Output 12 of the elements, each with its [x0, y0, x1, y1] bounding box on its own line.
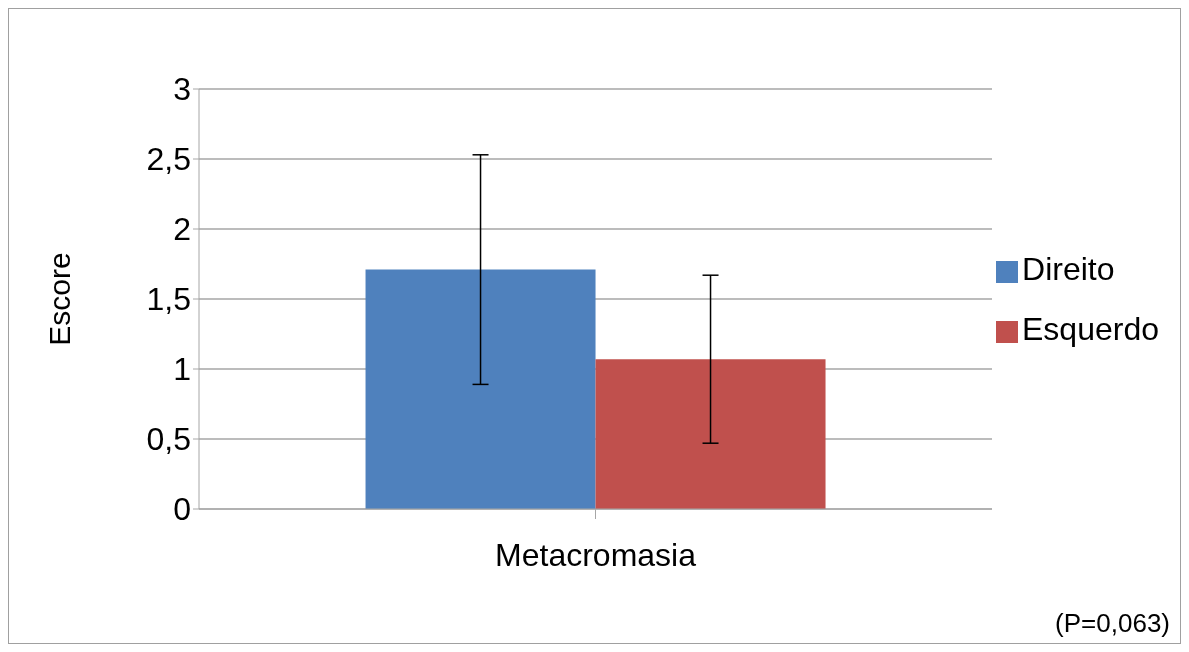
y-axis-title: Escore: [42, 252, 76, 346]
y-tick-label: 1: [173, 351, 191, 388]
legend-label: Esquerdo: [1022, 311, 1159, 347]
y-tick-label: 0,5: [146, 421, 191, 458]
y-tick-label: 2: [173, 211, 191, 248]
y-tick-label: 3: [173, 71, 191, 108]
x-tick-label: Metacromasia: [495, 536, 697, 573]
y-tick-label: 1,5: [146, 281, 191, 318]
y-tick-label: 0: [173, 491, 191, 528]
y-tick-label: 2,5: [146, 141, 191, 178]
text: (P=0,063): [1055, 608, 1170, 639]
legend-label: Direito: [1022, 251, 1115, 287]
